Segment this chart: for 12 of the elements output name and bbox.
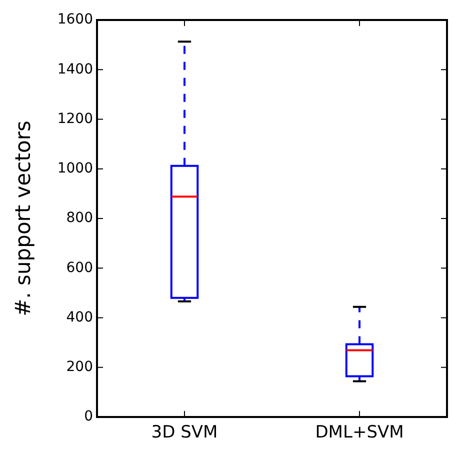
y-tick-label: 800 [66, 210, 93, 226]
y-tick-label: 200 [66, 359, 93, 376]
y-tick-label: 1400 [57, 61, 93, 78]
y-tick-label: 400 [66, 309, 93, 326]
x-tick-label: 3D SVM [151, 422, 218, 443]
y-tick-label: 600 [66, 260, 93, 276]
y-axis-title: #. support vectors [11, 120, 36, 316]
y-tick-label: 0 [84, 408, 93, 425]
y-tick-label: 1200 [57, 110, 93, 127]
x-tick-label: DML+SVM [315, 422, 404, 443]
y-tick-label: 1000 [57, 160, 93, 177]
y-tick-label: 1600 [57, 12, 93, 28]
